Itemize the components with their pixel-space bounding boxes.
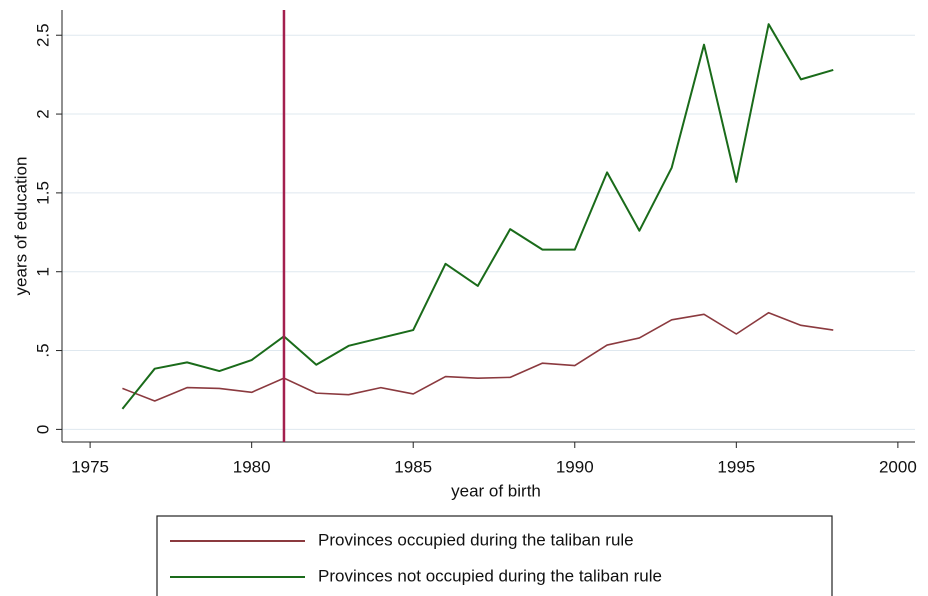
- y-tick-label: .5: [33, 343, 52, 357]
- series-line: [122, 311, 834, 402]
- y-tick-label: 2: [33, 109, 52, 118]
- legend-label: Provinces not occupied during the taliba…: [318, 566, 662, 585]
- legend-label: Provinces occupied during the taliban ru…: [318, 530, 634, 549]
- y-tick-label: 0: [33, 425, 52, 434]
- x-axis-label: year of birth: [451, 481, 541, 500]
- y-axis-label: years of education: [11, 157, 30, 296]
- x-tick-label: 1980: [233, 457, 271, 476]
- series-line: [121, 23, 834, 410]
- x-tick-label: 2000: [879, 457, 917, 476]
- legend-box: [156, 515, 833, 596]
- y-tick-label: 1.5: [33, 181, 52, 205]
- x-tick-label: 1995: [717, 457, 755, 476]
- x-tick-label: 1990: [556, 457, 594, 476]
- y-tick-label: 2.5: [33, 23, 52, 47]
- y-tick-label: 1: [33, 267, 52, 276]
- x-tick-label: 1985: [394, 457, 432, 476]
- x-tick-label: 1975: [71, 457, 109, 476]
